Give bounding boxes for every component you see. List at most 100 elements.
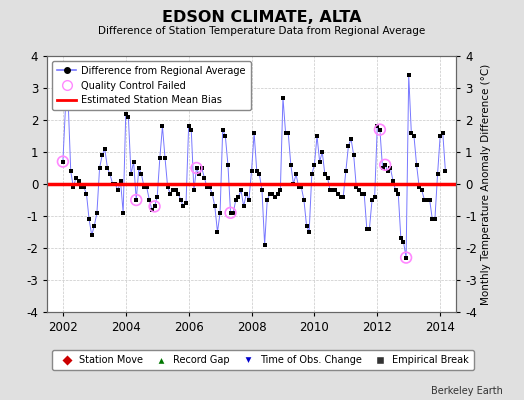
Point [415,184,423,190]
Point [376,126,384,133]
Point [88,232,96,238]
Point [59,158,67,165]
Point [342,168,350,174]
Point [245,197,253,203]
Point [211,203,219,210]
Point [119,210,127,216]
Point [441,168,450,174]
Point [195,171,203,178]
Point [148,206,156,213]
Point [389,178,397,184]
Point [402,254,410,261]
Point [318,149,326,155]
Point [208,190,216,197]
Text: Difference of Station Temperature Data from Regional Average: Difference of Station Temperature Data f… [99,26,425,36]
Point [242,190,250,197]
Point [336,194,345,200]
Point [166,190,174,197]
Point [182,200,190,206]
Point [297,184,305,190]
Point [250,130,258,136]
Point [85,216,93,222]
Point [268,190,277,197]
Point [174,190,182,197]
Point [310,162,319,168]
Point [163,184,172,190]
Point [132,197,140,203]
Point [425,197,434,203]
Point [111,181,119,187]
Point [378,165,387,171]
Point [331,187,340,194]
Point [326,187,334,194]
Point [410,133,418,139]
Point [237,187,245,194]
Point [300,197,308,203]
Point [350,152,358,158]
Point [234,194,243,200]
Point [376,126,384,133]
Point [232,197,240,203]
Point [428,216,436,222]
Point [140,184,148,190]
Point [205,184,214,190]
Point [287,162,295,168]
Point [334,190,342,197]
Point [177,197,185,203]
Point [122,110,130,117]
Point [192,165,201,171]
Point [370,194,379,200]
Point [90,222,99,229]
Point [281,130,290,136]
Point [260,242,269,248]
Point [129,158,138,165]
Point [407,130,416,136]
Point [116,178,125,184]
Point [284,130,292,136]
Point [431,216,439,222]
Point [412,162,421,168]
Point [258,187,266,194]
Point [72,174,80,181]
Point [271,194,279,200]
Point [357,190,366,197]
Point [344,142,353,149]
Point [95,165,104,171]
Point [179,203,188,210]
Point [381,162,389,168]
Point [360,190,368,197]
Point [292,171,300,178]
Point [169,187,177,194]
Point [266,190,274,197]
Point [365,226,374,232]
Point [150,203,159,210]
Point [108,181,117,187]
Point [247,168,256,174]
Point [352,184,361,190]
Point [276,187,285,194]
Point [315,158,324,165]
Point [213,229,222,235]
Point [200,174,209,181]
Point [158,123,167,130]
Point [302,222,311,229]
Point [137,171,146,178]
Point [171,187,180,194]
Point [436,133,444,139]
Point [402,254,410,261]
Point [329,187,337,194]
Point [124,114,133,120]
Point [347,136,355,142]
Point [192,165,201,171]
Point [253,168,261,174]
Point [61,104,70,110]
Point [59,158,67,165]
Point [386,165,395,171]
Point [135,165,143,171]
Point [255,171,264,178]
Point [187,126,195,133]
Point [368,197,376,203]
Point [391,187,400,194]
Point [439,130,447,136]
Point [77,184,85,190]
